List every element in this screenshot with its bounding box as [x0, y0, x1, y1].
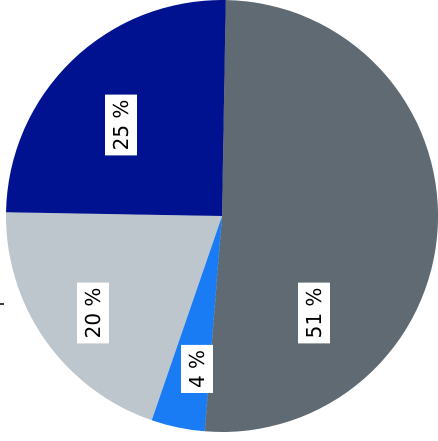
slice-label-box	[77, 282, 109, 344]
pie-slice-1	[204, 0, 438, 432]
slice-label-text: 4 %	[185, 350, 209, 388]
slice-label-text: 51 %	[302, 288, 326, 339]
slice-label-box	[181, 344, 213, 393]
slice-label-3: 20 %	[77, 282, 109, 344]
slice-label-text: 25 %	[109, 100, 133, 151]
pie-slices	[5, 0, 438, 432]
slice-label-2: 4 %	[181, 344, 213, 393]
slice-label-box	[298, 282, 330, 344]
pie-labels: 51 % 4 % 20 % 25 %	[77, 94, 330, 393]
pie-slice-3	[5, 212, 222, 421]
slice-label-4: 25 %	[105, 94, 137, 156]
slice-label-box	[105, 94, 137, 156]
slice-label-text: 20 %	[81, 288, 105, 339]
slice-label-1: 51 %	[298, 282, 330, 344]
